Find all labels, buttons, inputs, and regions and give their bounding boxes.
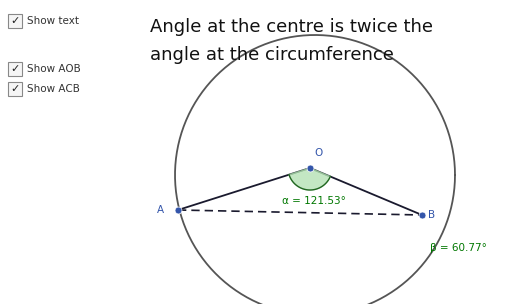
Text: Show ACB: Show ACB xyxy=(27,84,80,94)
Polygon shape xyxy=(289,168,330,190)
FancyBboxPatch shape xyxy=(8,62,22,76)
Text: ✓: ✓ xyxy=(10,64,19,74)
Text: ✓: ✓ xyxy=(10,16,19,26)
Text: Show AOB: Show AOB xyxy=(27,64,81,74)
Text: ✓: ✓ xyxy=(10,84,19,94)
Text: B: B xyxy=(428,210,435,220)
Text: O: O xyxy=(314,148,322,158)
FancyBboxPatch shape xyxy=(8,82,22,96)
Text: Angle at the centre is twice the: Angle at the centre is twice the xyxy=(150,18,433,36)
Text: β = 60.77°: β = 60.77° xyxy=(430,243,487,253)
Text: A: A xyxy=(157,205,164,215)
Text: α = 121.53°: α = 121.53° xyxy=(282,196,346,206)
Text: Show text: Show text xyxy=(27,16,79,26)
FancyBboxPatch shape xyxy=(8,14,22,28)
Text: angle at the circumference: angle at the circumference xyxy=(150,46,394,64)
